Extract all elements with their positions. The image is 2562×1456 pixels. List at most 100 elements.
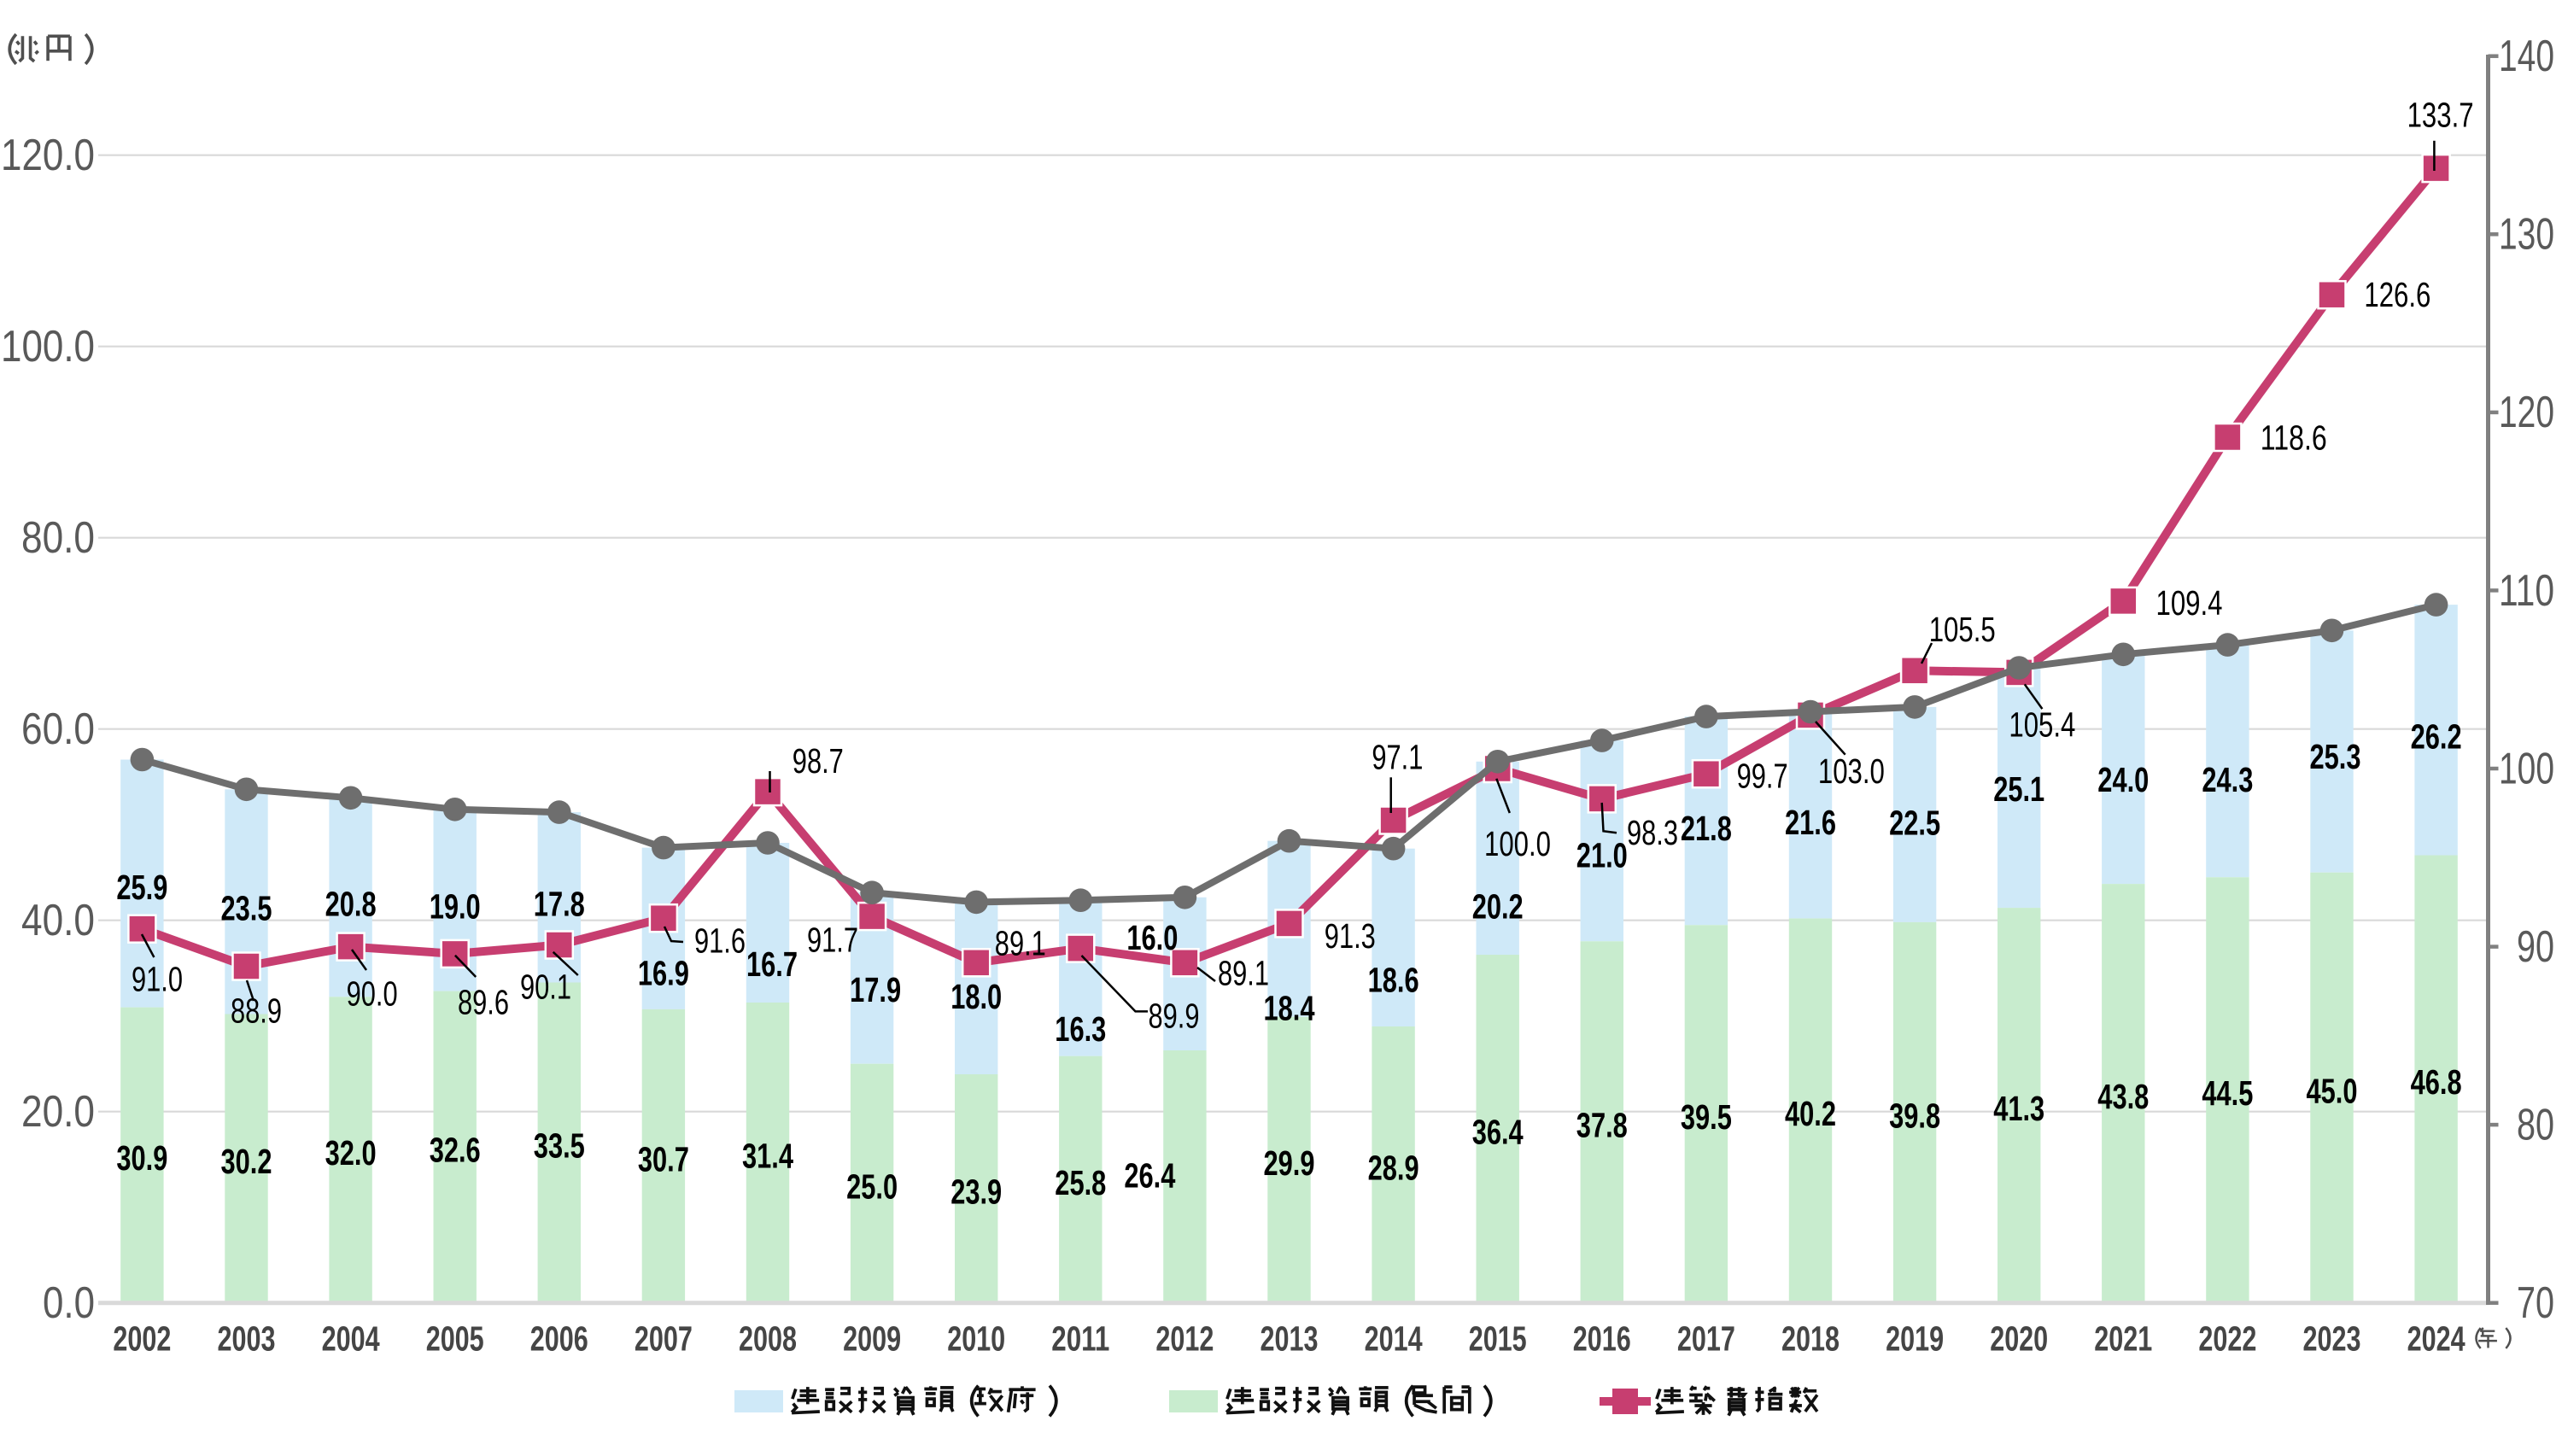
svg-text:32.0: 32.0 [325,1133,377,1172]
svg-text:20.2: 20.2 [1472,887,1524,927]
svg-text:2011: 2011 [1051,1319,1109,1358]
svg-text:23.9: 23.9 [951,1172,1002,1211]
svg-text:109.4: 109.4 [2156,583,2223,623]
svg-text:18.0: 18.0 [951,977,1002,1016]
svg-text:90: 90 [2517,922,2554,972]
svg-text:2022: 2022 [2198,1319,2256,1358]
svg-text:30.2: 30.2 [221,1142,272,1181]
svg-text:89.1: 89.1 [995,924,1046,963]
svg-text:110: 110 [2499,566,2554,616]
svg-text:44.5: 44.5 [2202,1073,2253,1113]
svg-text:90.0: 90.0 [347,974,398,1014]
svg-text:2004: 2004 [322,1319,380,1358]
svg-text:16.3: 16.3 [1055,1009,1106,1049]
svg-text:43.8: 43.8 [2097,1077,2149,1116]
svg-text:2009: 2009 [843,1319,901,1358]
svg-text:32.6: 32.6 [430,1131,481,1170]
svg-text:140: 140 [2499,32,2554,81]
svg-text:91.7: 91.7 [807,921,858,960]
svg-text:2007: 2007 [635,1319,693,1358]
svg-text:100.0: 100.0 [1,322,95,371]
svg-text:120.0: 120.0 [1,131,95,180]
svg-text:2019: 2019 [1886,1319,1944,1358]
svg-text:89.9: 89.9 [1149,996,1200,1035]
svg-text:39.8: 39.8 [1889,1096,1940,1135]
svg-text:2016: 2016 [1573,1319,1631,1358]
svg-text:2023: 2023 [2303,1319,2361,1358]
svg-text:2014: 2014 [1365,1319,1423,1358]
svg-text:23.5: 23.5 [221,888,272,927]
svg-text:133.7: 133.7 [2407,96,2474,135]
svg-text:40.0: 40.0 [21,896,95,945]
svg-text:33.5: 33.5 [534,1126,585,1166]
svg-text:105.4: 105.4 [2009,705,2075,744]
svg-text:2008: 2008 [739,1319,797,1358]
svg-text:2021: 2021 [2094,1319,2152,1358]
svg-text:98.7: 98.7 [793,741,844,781]
svg-text:2006: 2006 [530,1319,588,1358]
svg-text:120: 120 [2499,388,2554,437]
svg-text:20.0: 20.0 [21,1087,95,1137]
svg-text:80.0: 80.0 [21,513,95,563]
svg-text:89.6: 89.6 [458,983,509,1022]
svg-text:25.8: 25.8 [1055,1163,1106,1202]
svg-text:88.9: 88.9 [231,991,282,1031]
svg-text:29.9: 29.9 [1264,1143,1315,1183]
svg-text:41.3: 41.3 [1993,1089,2044,1128]
svg-text:25.9: 25.9 [116,868,167,907]
svg-text:24.3: 24.3 [2202,760,2253,799]
svg-text:30.7: 30.7 [638,1139,689,1178]
svg-text:2010: 2010 [947,1319,1005,1358]
svg-text:19.0: 19.0 [430,887,481,927]
svg-text:17.9: 17.9 [850,970,901,1009]
svg-text:91.3: 91.3 [1325,916,1376,956]
svg-text:90.1: 90.1 [520,967,571,1006]
svg-text:26.4: 26.4 [1124,1155,1175,1195]
svg-text:20.8: 20.8 [325,884,377,923]
svg-text:25.3: 25.3 [2310,737,2361,776]
svg-text:16.9: 16.9 [638,953,689,992]
svg-text:100: 100 [2499,744,2554,793]
svg-text:30.9: 30.9 [116,1138,167,1178]
svg-text:2012: 2012 [1155,1319,1214,1358]
svg-text:17.8: 17.8 [534,884,585,923]
svg-text:89.1: 89.1 [1218,954,1269,993]
svg-text:105.5: 105.5 [1929,610,1996,649]
svg-text:70: 70 [2517,1278,2554,1328]
svg-text:2015: 2015 [1469,1319,1527,1358]
svg-text:118.6: 118.6 [2261,418,2327,458]
svg-text:28.9: 28.9 [1368,1148,1419,1187]
svg-text:91.0: 91.0 [132,960,183,999]
svg-text:25.0: 25.0 [846,1167,898,1206]
svg-text:45.0: 45.0 [2307,1071,2358,1110]
svg-text:99.7: 99.7 [1737,757,1788,796]
svg-text:18.4: 18.4 [1264,988,1315,1027]
svg-text:91.6: 91.6 [694,921,746,961]
svg-text:2017: 2017 [1677,1319,1735,1358]
svg-text:18.6: 18.6 [1368,960,1419,999]
svg-text:39.5: 39.5 [1681,1097,1732,1137]
svg-text:2020: 2020 [1990,1319,2048,1358]
svg-text:21.6: 21.6 [1785,803,1836,842]
svg-text:103.0: 103.0 [1818,751,1885,791]
svg-text:46.8: 46.8 [2411,1062,2462,1102]
svg-text:26.2: 26.2 [2411,716,2462,756]
svg-text:2018: 2018 [1781,1319,1840,1358]
svg-text:25.1: 25.1 [1993,769,2044,809]
svg-text:97.1: 97.1 [1372,738,1423,777]
svg-text:21.8: 21.8 [1681,809,1732,848]
svg-text:60.0: 60.0 [21,705,95,754]
svg-text:2013: 2013 [1261,1319,1319,1358]
svg-text:31.4: 31.4 [742,1136,793,1175]
svg-text:36.4: 36.4 [1472,1112,1524,1151]
svg-text:2005: 2005 [426,1319,484,1358]
svg-text:126.6: 126.6 [2364,275,2430,314]
svg-text:2003: 2003 [218,1319,276,1358]
svg-text:40.2: 40.2 [1785,1094,1836,1133]
svg-text:16.0: 16.0 [1126,918,1178,957]
svg-text:100.0: 100.0 [1484,824,1551,863]
svg-text:37.8: 37.8 [1576,1106,1628,1145]
svg-text:2024: 2024 [2407,1319,2465,1358]
svg-text:98.3: 98.3 [1627,813,1678,852]
svg-text:0.0: 0.0 [43,1278,95,1328]
